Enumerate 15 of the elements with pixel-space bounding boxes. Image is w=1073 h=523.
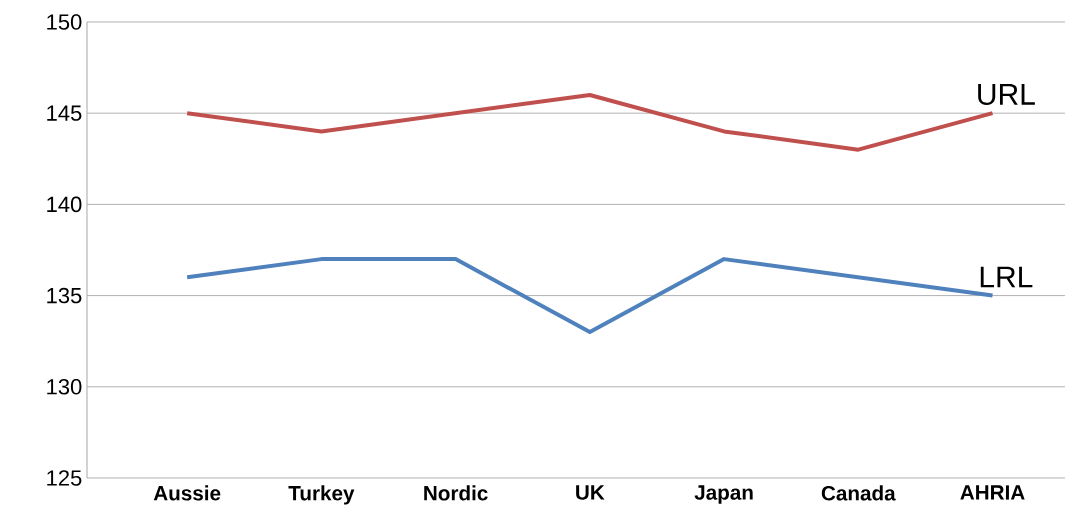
y-tick-label: 150 <box>47 14 82 30</box>
x-tick-label: Japan <box>694 485 753 504</box>
y-tick-label: 125 <box>47 470 82 486</box>
y-tick-label: 145 <box>47 105 82 121</box>
x-tick-label: Nordic <box>424 485 488 501</box>
series-label: LRL <box>980 266 1033 288</box>
y-tick-label: 135 <box>47 287 82 304</box>
y-tick-label: 130 <box>47 378 82 395</box>
y-tick-label: 140 <box>47 196 82 213</box>
x-tick-label: UK <box>576 485 605 500</box>
x-tick-label: AHRIA <box>960 485 1025 500</box>
series-label: URL <box>978 83 1035 105</box>
x-tick-label: Canada <box>821 485 896 501</box>
x-tick-label: Turkey <box>288 485 355 505</box>
x-tick-label: Aussie <box>153 485 221 501</box>
